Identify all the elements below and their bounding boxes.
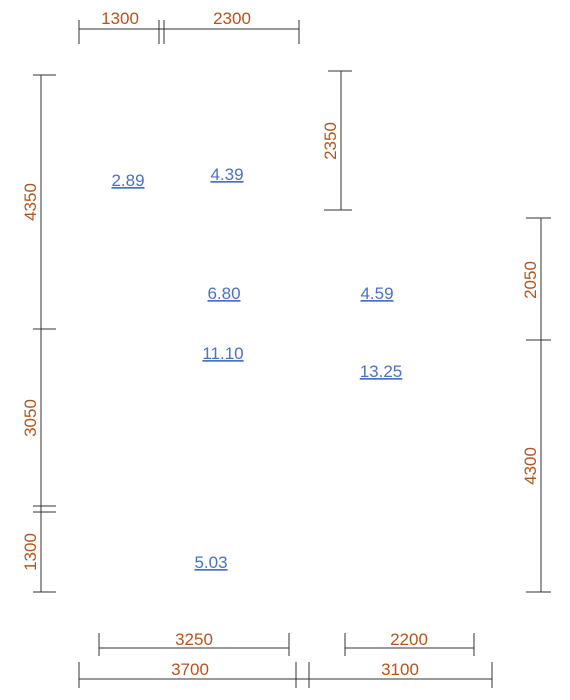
room-area-label: 13.25 [360, 362, 403, 381]
left-dimension-lower: 1300 [21, 533, 40, 571]
room-area-labels: 2.89 4.39 6.80 4.59 11.10 13.25 5.03 [111, 165, 402, 572]
right-dimension-chain: 2050 4300 [521, 217, 551, 593]
left-dimension-upper: 4350 [21, 183, 40, 221]
room-area-label: 5.03 [194, 553, 227, 572]
bottom-dimension-inner-left: 3250 [175, 630, 213, 649]
bottom-dimension-inner-right: 2200 [390, 630, 428, 649]
left-dimension-middle: 3050 [21, 399, 40, 437]
inner-vertical-dimension: 2350 [321, 70, 352, 211]
top-dimension-left: 1300 [101, 9, 139, 28]
left-dimension-chain: 4350 3050 1300 [21, 74, 56, 593]
top-dimension-chain: 1300 2300 [78, 9, 300, 44]
room-area-label: 2.89 [111, 171, 144, 190]
room-area-label: 4.59 [360, 284, 393, 303]
top-dimension-right: 2300 [213, 9, 251, 28]
bottom-dimension-outer-left: 3700 [171, 660, 209, 679]
bottom-inner-dimension-chain: 3250 2200 [98, 630, 475, 656]
bottom-outer-dimension-chain: 3700 3100 [78, 660, 493, 688]
room-area-label: 4.39 [210, 165, 243, 184]
bottom-dimension-outer-right: 3100 [381, 660, 419, 679]
right-dimension-lower: 4300 [521, 447, 540, 485]
inner-dimension-vertical: 2350 [321, 122, 340, 160]
room-area-label: 11.10 [202, 344, 243, 363]
right-dimension-upper: 2050 [521, 261, 540, 299]
room-area-label: 6.80 [207, 284, 240, 303]
